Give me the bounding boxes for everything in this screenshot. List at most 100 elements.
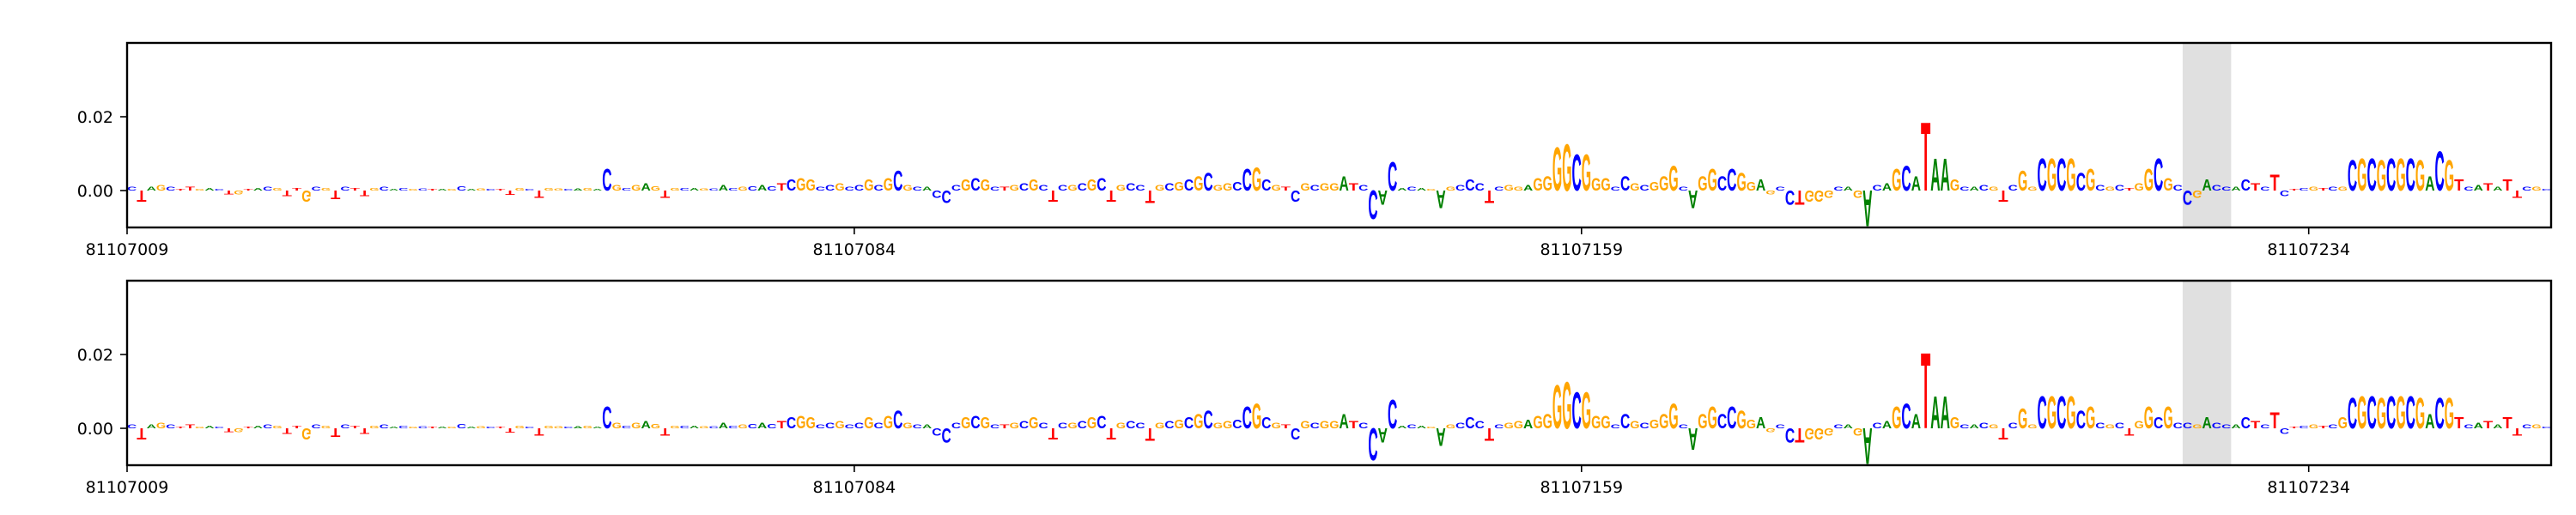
logo-letter: C	[1833, 424, 1844, 430]
logo-letter: C	[728, 187, 738, 192]
logo-letter: A	[1941, 150, 1950, 202]
logo-letter: C	[1261, 177, 1271, 194]
logo-letter: G	[2163, 401, 2172, 435]
logo-letter: G	[1213, 184, 1223, 192]
logo-letter: C	[680, 187, 690, 192]
logo-letter: C	[1358, 184, 1369, 192]
logo-letter: G	[321, 187, 331, 192]
logo-letter: G	[1950, 177, 1959, 194]
logo-letter: C	[2386, 150, 2396, 202]
logo-letter: G	[2445, 391, 2454, 439]
logo-letter: G	[1543, 173, 1552, 196]
logo-letter: C	[1455, 184, 1466, 192]
logo-letter: C	[2542, 426, 2552, 428]
logo-letter: C	[2241, 415, 2251, 432]
logo-letter: C	[1242, 401, 1252, 435]
logo-letter: G	[1446, 424, 1455, 430]
logo-letter: C	[1717, 173, 1727, 196]
logo-letter: C	[970, 412, 980, 433]
logo-letter: G	[1116, 184, 1126, 192]
logo-letter: G	[1698, 173, 1707, 196]
logo-letter: C	[680, 425, 690, 430]
logo-letter: G	[1659, 173, 1668, 196]
logo-letter: G	[544, 425, 554, 430]
logo-letter: C	[1640, 184, 1650, 192]
logo-letter: C	[825, 184, 835, 192]
logo-letter: C	[728, 425, 738, 430]
logo-letter: G	[1601, 412, 1610, 433]
logo-letter: C	[951, 421, 962, 430]
logo-letter: G	[2047, 150, 2057, 202]
logo-letter: C	[398, 187, 409, 192]
logo-letter: T	[1048, 187, 1059, 204]
logo-letter: G	[1853, 188, 1862, 200]
logo-letter: G	[651, 423, 660, 430]
logo-letter: G	[234, 427, 243, 433]
logo-letter: C	[2522, 186, 2532, 192]
logo-letter: C	[873, 421, 884, 430]
logo-letter: G	[1765, 427, 1775, 433]
logo-letter: G	[583, 187, 592, 192]
logo-letter: G	[408, 426, 417, 428]
logo-letter: T	[2124, 187, 2135, 192]
x-tick-label: 81107009	[86, 240, 169, 259]
logo-letter: G	[1892, 401, 1901, 435]
logo-letter: T	[495, 189, 505, 191]
logo-letter: T	[777, 182, 787, 194]
logo-letter: T	[224, 190, 234, 196]
logo-letter: G	[1320, 420, 1329, 432]
logo-letter: C	[913, 186, 923, 192]
logo-letter: T	[350, 187, 361, 192]
logo-letter: G	[884, 174, 893, 195]
logo-letter: G	[1223, 182, 1232, 194]
logo-letter: C	[1979, 184, 1990, 192]
logo-letter: C	[1873, 421, 1883, 430]
logo-letter: G	[1533, 174, 1542, 195]
logo-letter: C	[2154, 150, 2163, 202]
y-tick-label: 0.02	[77, 346, 113, 365]
logo-letter: G	[2377, 153, 2386, 202]
logo-letter: C	[1979, 421, 1990, 430]
logo-letter: C	[1901, 158, 1911, 199]
logo-letter: A	[437, 189, 447, 191]
logo-letter: G	[1155, 421, 1164, 430]
logo-letter: A	[147, 424, 157, 430]
x-tick-label: 81107234	[2267, 240, 2350, 259]
logo-letter: C	[932, 426, 941, 438]
logo-letter: G	[1514, 186, 1523, 192]
logo-letter: A	[1969, 424, 1979, 430]
logo-letter: T	[1921, 103, 1930, 212]
logo-letter: G	[1708, 163, 1717, 197]
logo-letter: G	[1989, 186, 1998, 192]
logo-letter: A	[641, 420, 650, 432]
logo-letter: G	[1504, 421, 1513, 430]
logo-letter: C	[787, 177, 796, 194]
logo-letter: G	[835, 420, 844, 432]
logo-letter: C	[1019, 420, 1029, 432]
logo-letter: C	[2173, 184, 2184, 192]
logo-letter: A	[466, 426, 477, 428]
y-tick-label: 0.00	[77, 182, 113, 201]
logo-letter: C	[1310, 184, 1321, 192]
x-tick-label: 81107084	[813, 478, 896, 497]
logo-letter: T	[175, 426, 185, 428]
logo-letter: A	[2425, 173, 2434, 196]
logo-letter: C	[1572, 383, 1582, 440]
logo-letter: C	[2095, 421, 2105, 430]
logo-letter: G	[835, 182, 844, 194]
logo-letter: G	[805, 415, 815, 432]
logo-letter: G	[408, 188, 417, 191]
logo-letter: G	[2144, 163, 2154, 197]
logo-letter: A	[253, 425, 264, 430]
logo-letter: G	[2396, 150, 2405, 202]
logo-letter: G	[2134, 420, 2143, 432]
logo-letter: T	[2270, 408, 2281, 433]
logo-letter: T	[660, 188, 671, 200]
logo-letter: T	[1795, 185, 1805, 209]
logo-letter: T	[999, 424, 1010, 430]
logo-letter: T	[428, 426, 437, 428]
logo-letter: G	[699, 426, 708, 429]
logo-letter: G	[1562, 367, 1571, 442]
logo-letter: G	[1300, 182, 1309, 194]
logo-letter: C	[2366, 150, 2376, 202]
